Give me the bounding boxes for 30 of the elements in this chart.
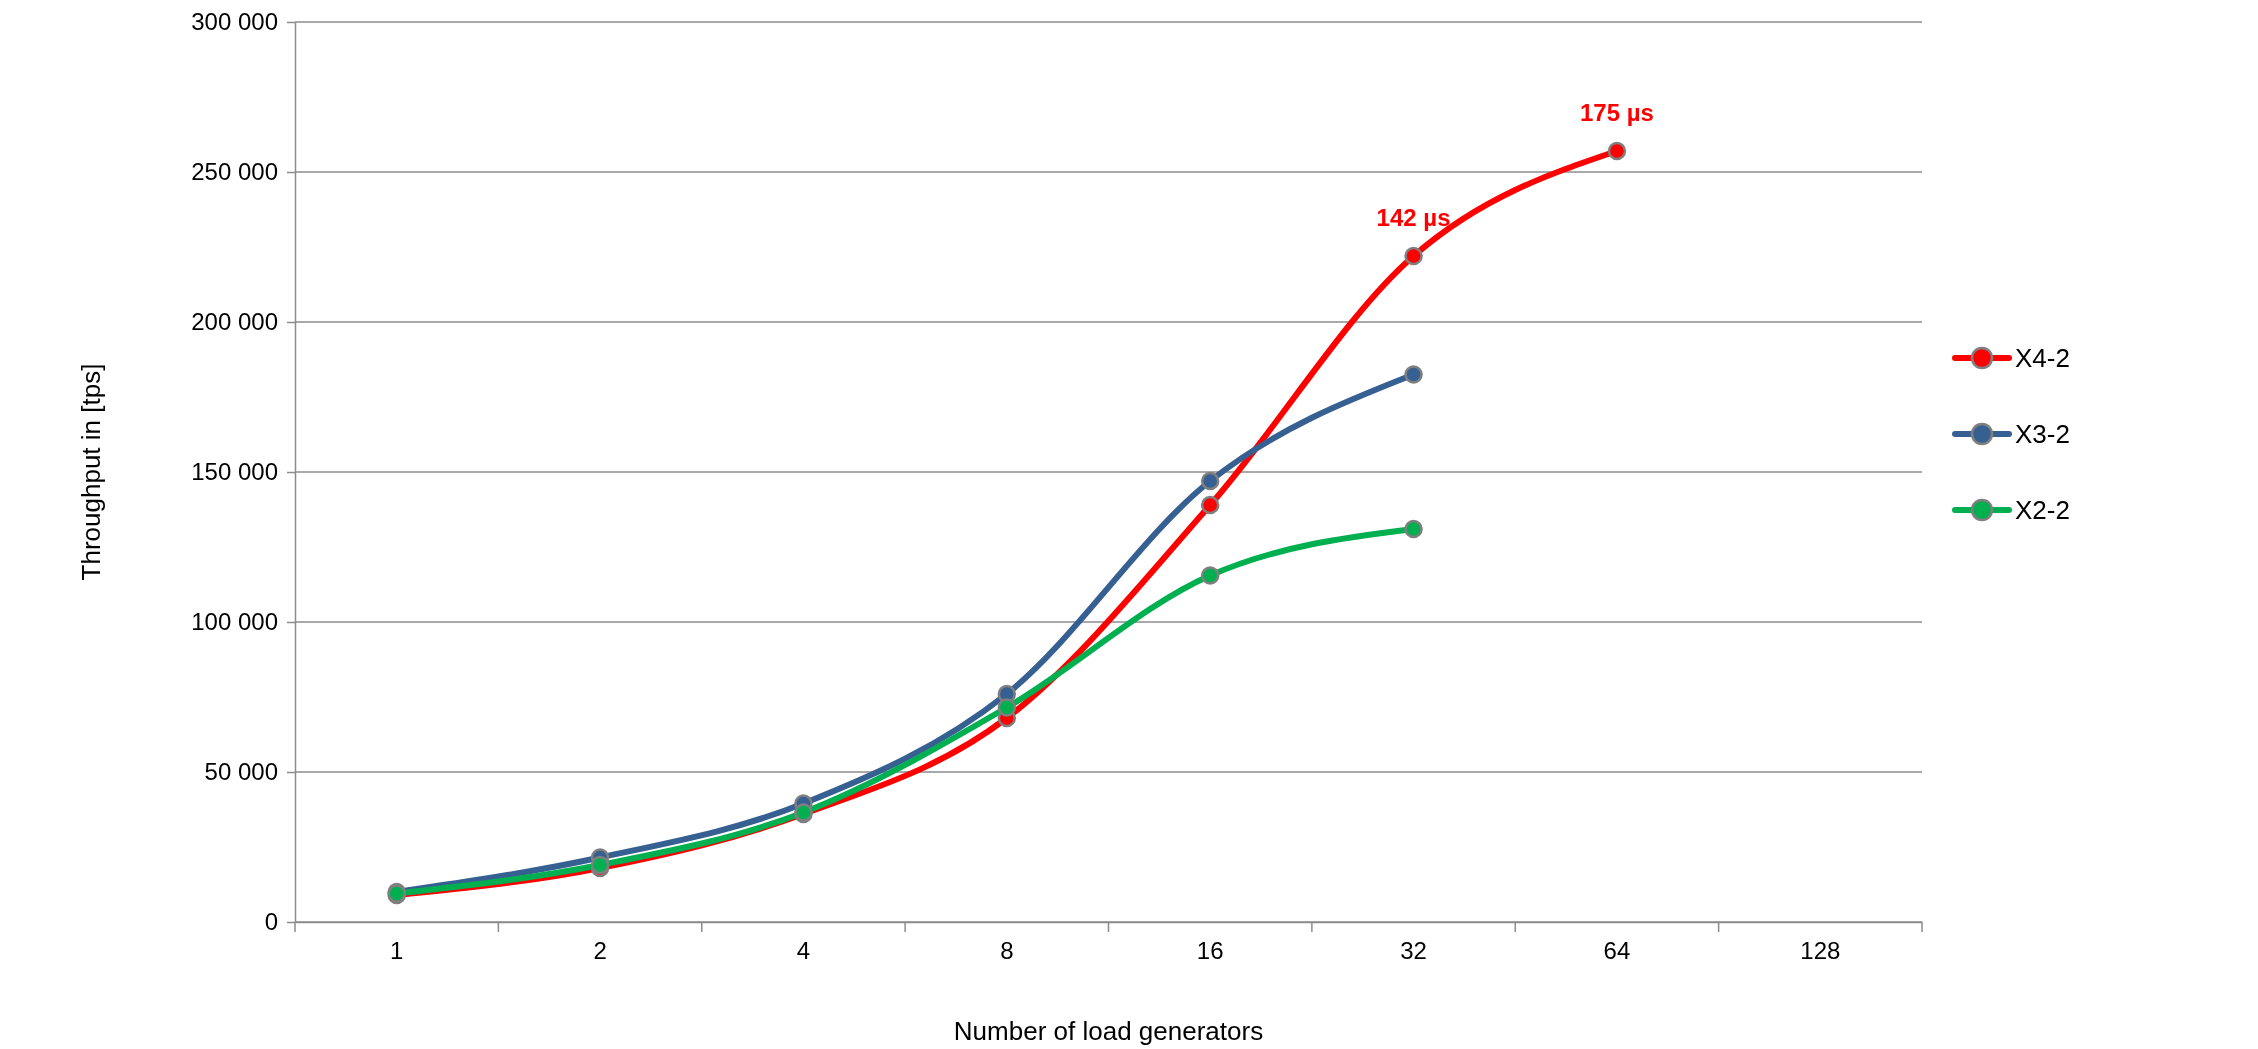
y-tick-label: 200 000	[191, 308, 278, 336]
x-tick-label: 16	[1196, 936, 1224, 964]
point	[1404, 246, 1423, 266]
y-tick-label: 50 000	[204, 758, 278, 786]
y-tick-label: 300 000	[191, 8, 278, 36]
x-axis-title: Number of load generators	[953, 1016, 1264, 1046]
x-tick-label: 64	[1603, 936, 1631, 964]
legend-label: X3-2	[2015, 419, 2070, 449]
point	[1607, 141, 1627, 161]
point	[1200, 495, 1220, 515]
point	[1404, 519, 1423, 539]
point	[997, 698, 1017, 717]
y-tick-label: 100 000	[191, 608, 278, 636]
x-tick-label: 8	[1000, 936, 1014, 964]
x-tick-label: 32	[1400, 936, 1427, 964]
x-tick-label: 4	[796, 936, 811, 964]
x-tick-label: 2	[593, 936, 607, 964]
y-axis-title: Throughput in [tps]	[76, 363, 106, 581]
y-tick-label: 250 000	[191, 158, 278, 186]
annotation: 142 µs	[1376, 204, 1451, 231]
x-tick-label: 1	[390, 936, 404, 964]
x-tick-label: 128	[1800, 936, 1841, 964]
legend-label: X2-2	[2015, 495, 2070, 525]
legend-label: X4-2	[2015, 343, 2070, 373]
y-tick-label: 0	[264, 908, 278, 936]
annotation: 175 µs	[1579, 99, 1654, 126]
point	[1200, 471, 1220, 491]
point	[1404, 365, 1423, 384]
point	[1200, 566, 1220, 585]
y-tick-label: 150 000	[191, 458, 278, 486]
